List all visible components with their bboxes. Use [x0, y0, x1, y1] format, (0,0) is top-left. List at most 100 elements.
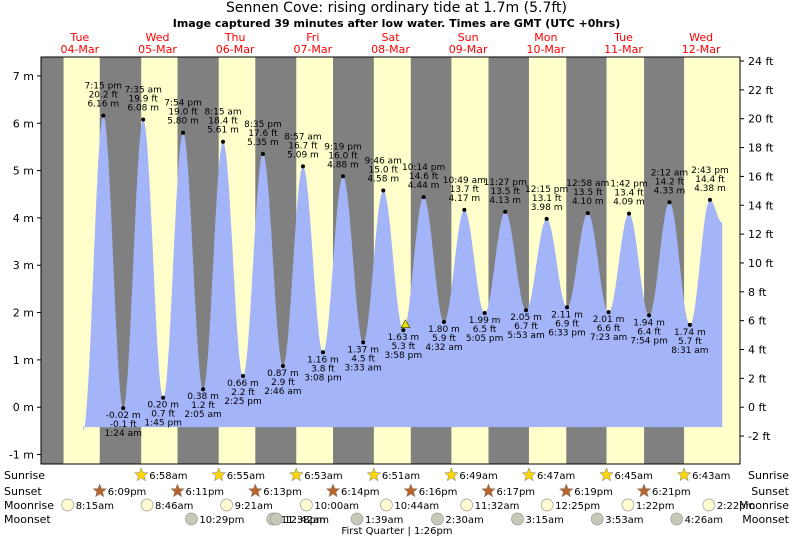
high-tide-point [667, 200, 672, 205]
high-tide-point [340, 174, 345, 179]
y-right-tick-label: 8 ft [748, 286, 767, 299]
moonrise-moon-icon [300, 498, 313, 512]
moonset-time-label: 4:26am [685, 515, 723, 526]
tide-label: 2.01 m [593, 315, 625, 325]
low-tide-point [240, 373, 245, 378]
sunset-star-icon [403, 483, 419, 498]
tide-label: 5.09 m [287, 150, 319, 160]
tide-label: 2:46 am [264, 387, 301, 397]
low-tide-point [565, 305, 570, 310]
low-tide-point [121, 406, 126, 411]
moonrise-time-label: 2:22pm [717, 501, 756, 512]
y-left-tick-label: 7 m [13, 70, 34, 83]
tide-label: 4.38 m [694, 184, 726, 194]
moonset-row-label-left: Moonset [4, 513, 51, 526]
moon-phase-label: First Quarter | 1:26pm [341, 526, 452, 537]
tide-label: 4.13 m [489, 196, 521, 206]
sunrise-star-icon [599, 467, 614, 482]
sunset-time-label: 6:16pm [419, 487, 458, 498]
moonrise-row-label-left: Moonrise [4, 499, 54, 512]
tide-label: 3.98 m [531, 203, 563, 213]
sunrise-time-label: 6:53am [304, 471, 342, 482]
y-right-tick-label: 0 ft [748, 401, 767, 414]
tide-label: 2:25 pm [224, 397, 262, 407]
tide-label: 12:15 pm [525, 185, 568, 195]
sunset-time-label: 6:11pm [186, 487, 225, 498]
high-tide-point [462, 207, 467, 212]
sunrise-row-label-left: Sunrise [4, 469, 45, 482]
high-tide-point [221, 139, 226, 144]
tide-label: 1.63 m [388, 333, 420, 343]
tide-label: 13.5 ft [490, 187, 520, 197]
y-left-tick-label: -1 m [9, 449, 34, 462]
tide-label: 16.7 ft [288, 141, 318, 151]
day-name-label: Tue [613, 31, 633, 44]
moonset-moon-icon [670, 512, 684, 526]
sunrise-star-icon [444, 467, 459, 482]
tide-label: 13.1 ft [532, 194, 562, 204]
y-right-tick-label: 20 ft [748, 113, 774, 126]
high-tide-point [300, 164, 305, 169]
tide-label: 4.10 m [572, 197, 604, 207]
tide-label: 1.99 m [469, 316, 501, 326]
sunset-star-icon [481, 483, 496, 498]
high-tide-point [503, 209, 508, 214]
tide-label: 8:35 pm [244, 120, 282, 130]
sunrise-star-icon [288, 467, 304, 482]
high-tide-point [707, 197, 712, 202]
tide-label: 8:31 am [671, 346, 708, 356]
moonset-moon-icon [185, 512, 198, 526]
tide-label: 0.87 m [267, 369, 299, 379]
tide-label: 0.7 ft [151, 410, 175, 420]
y-left-tick-label: 6 m [13, 117, 34, 130]
high-tide-point [381, 188, 386, 193]
sunset-row-label-right: Sunset [751, 485, 789, 498]
sunset-star-icon [170, 483, 185, 498]
tide-label: -0.1 ft [110, 420, 137, 430]
moonrise-row-label-right: Moonrise [739, 499, 789, 512]
moonrise-time-label: 9:21am [235, 501, 273, 512]
day-name-label: Wed [689, 31, 713, 44]
tide-label: 5:05 pm [466, 334, 504, 344]
sunrise-time-label: 6:51am [382, 471, 420, 482]
tide-label: 3:33 am [344, 363, 381, 373]
tide-label: 7:15 pm [85, 82, 123, 92]
sunset-time-label: 6:17pm [497, 487, 536, 498]
sunrise-row-label-right: Sunrise [748, 469, 789, 482]
moonrise-moon-icon [220, 498, 233, 512]
sunset-time-label: 6:21pm [652, 487, 691, 498]
y-right-tick-label: -2 ft [748, 430, 771, 443]
moonrise-moon-icon [140, 498, 154, 512]
high-tide-point [585, 211, 590, 216]
day-date-label: 12-Mar [682, 43, 721, 56]
low-tide-point [687, 322, 692, 327]
day-date-label: 05-Mar [138, 43, 177, 56]
day-date-label: 06-Mar [216, 43, 255, 56]
tide-label: 0.20 m [147, 401, 179, 411]
tide-label: 15.0 ft [369, 165, 399, 175]
sunset-star-icon [92, 483, 108, 498]
moonset-time-label: 12:42am [284, 515, 329, 526]
tide-label: 1:42 pm [610, 180, 648, 190]
day-headers: Tue04-MarWed05-MarThu06-MarFri07-MarSat0… [60, 31, 721, 56]
tide-label: 5:53 am [507, 331, 544, 341]
moonrise-time-label: 11:32am [475, 501, 520, 512]
tide-label: 1.94 m [633, 318, 665, 328]
tide-label: 3:08 pm [304, 373, 342, 383]
tide-label: 10:49 am [443, 176, 486, 186]
tide-label: 19.9 ft [128, 94, 158, 104]
tide-label: 0.66 m [227, 379, 259, 389]
tide-label: 6.9 ft [555, 319, 579, 329]
day-name-label: Fri [306, 31, 319, 44]
moonrise-time-label: 10:44am [394, 501, 439, 512]
tide-label: 13.5 ft [573, 188, 603, 198]
y-right-tick-label: 2 ft [748, 372, 767, 385]
day-date-label: 04-Mar [60, 43, 99, 56]
tide-label: 5.9 ft [432, 334, 456, 344]
tide-label: 6.7 ft [514, 322, 538, 332]
high-tide-point [181, 130, 186, 135]
day-date-label: 11-Mar [604, 43, 643, 56]
tide-label: 12:58 am [566, 179, 609, 189]
day-date-label: 10-Mar [526, 43, 565, 56]
